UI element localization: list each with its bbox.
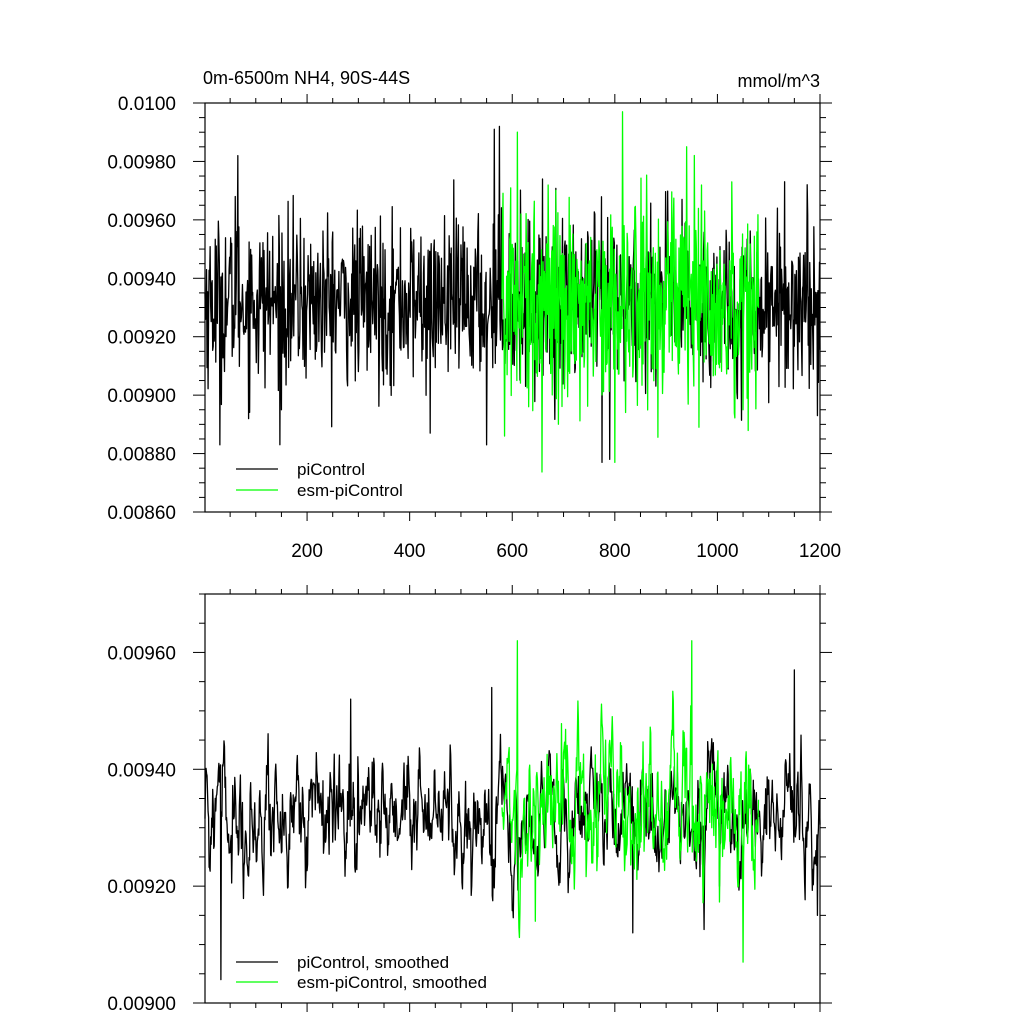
top-panel-axes: 200 400 600 800 1000 1200 0.00860 0.00880 0.0090…: [107, 94, 841, 562]
bottom-panel-legend: piControl, smoothed esm-piControl, smoot…: [236, 953, 487, 992]
bottom-panel-series: [204, 640, 821, 981]
x-tick-label: 400: [394, 541, 426, 562]
x-tick-label: 1000: [696, 541, 738, 562]
top-panel: 0m-6500m NH4, 90S-44S mmol/m^3 200 400 600…: [107, 68, 841, 562]
top-panel-title: 0m-6500m NH4, 90S-44S: [203, 68, 410, 88]
x-tick-label: 1200: [799, 541, 841, 562]
legend-label-picontrol: piControl: [297, 460, 365, 479]
x-tick-label: 800: [599, 541, 631, 562]
y-tick-label: 0.00900: [107, 386, 176, 407]
bottom-panel: 0.00900 0.00920 0.00940 0.00960 piControl, …: [107, 585, 832, 1015]
top-panel-units: mmol/m^3: [738, 71, 820, 91]
bottom-panel-axes: 0.00900 0.00920 0.00940 0.00960: [107, 585, 832, 1015]
legend-label-esm-picontrol-smoothed: esm-piControl, smoothed: [297, 973, 487, 992]
top-panel-series: [204, 111, 821, 473]
x-tick-label: 200: [291, 541, 323, 562]
series-line-esm-picontrol-smoothed: [501, 640, 760, 963]
y-tick-label: 0.00900: [107, 994, 176, 1015]
y-tick-label: 0.00980: [107, 152, 176, 173]
y-tick-label: 0.00940: [107, 760, 176, 781]
legend-label-picontrol-smoothed: piControl, smoothed: [297, 953, 449, 972]
y-tick-label: 0.00960: [107, 211, 176, 232]
y-tick-label: 0.0100: [118, 94, 176, 115]
series-line-esm-picontrol: [501, 111, 760, 473]
y-tick-label: 0.00880: [107, 445, 176, 466]
x-tick-label: 600: [496, 541, 528, 562]
y-tick-label: 0.00920: [107, 328, 176, 349]
y-tick-label: 0.00920: [107, 877, 176, 898]
series-line-picontrol-smoothed: [204, 669, 821, 981]
y-tick-label: 0.00860: [107, 503, 176, 524]
top-panel-legend: piControl esm-piControl: [236, 460, 403, 500]
y-tick-label: 0.00940: [107, 269, 176, 290]
y-tick-label: 0.00960: [107, 643, 176, 664]
legend-label-esm-picontrol: esm-piControl: [297, 481, 403, 500]
